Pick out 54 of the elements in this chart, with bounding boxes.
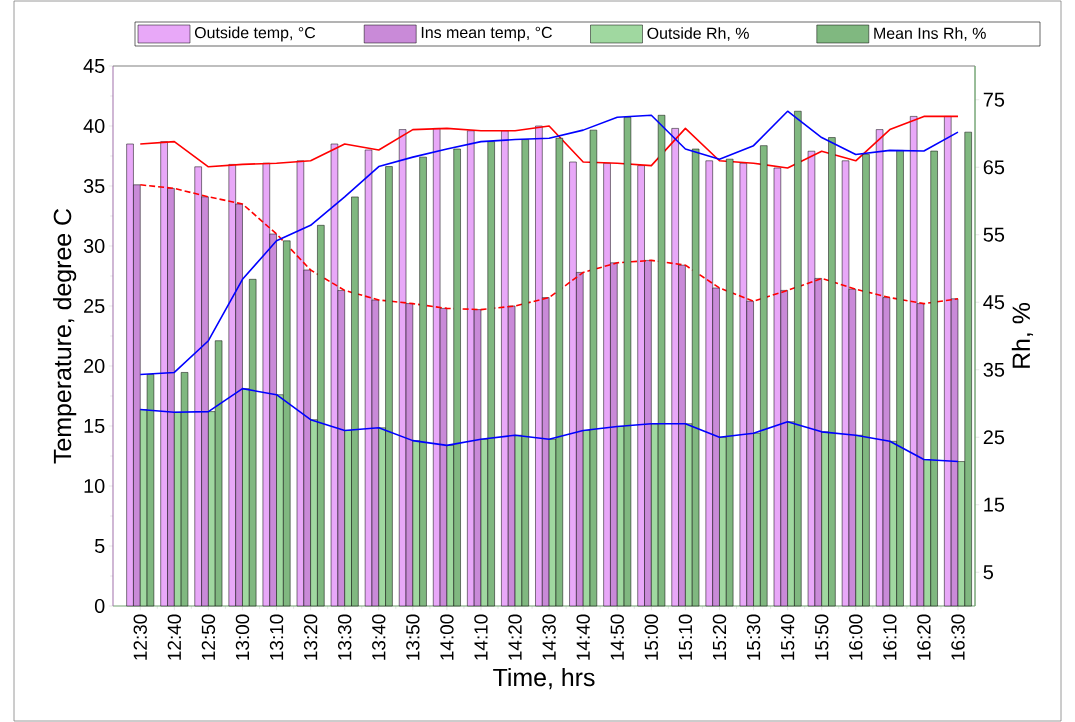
y-tick-label: 30 xyxy=(83,238,105,254)
y-tick-label: 25 xyxy=(84,298,105,314)
x-axis-title: Time, hrs xyxy=(493,667,595,690)
x-tick-label: 16:20 xyxy=(917,614,931,660)
legend-label: Outside temp, °C xyxy=(194,26,316,42)
x-tick-label: 12:40 xyxy=(167,614,182,660)
x-tick-label: 16:30 xyxy=(951,614,965,660)
y2-tick-label: 75 xyxy=(983,92,1005,107)
x-tick-label: 13:00 xyxy=(235,614,250,660)
y2-tick-label: 35 xyxy=(983,362,1005,377)
x-tick-label: 13:10 xyxy=(269,614,284,660)
x-tick-label: 15:20 xyxy=(712,614,727,660)
x-tick-label: 14:20 xyxy=(508,614,522,660)
legend-label: Outside Rh, % xyxy=(647,27,749,41)
y-tick-label: 35 xyxy=(83,178,105,194)
y-tick-label: 45 xyxy=(83,59,105,73)
x-tick-label: 15:00 xyxy=(644,614,659,660)
y-tick-label: 20 xyxy=(84,358,105,374)
x-tick-label: 14:30 xyxy=(542,614,556,660)
x-tick-label: 14:10 xyxy=(474,614,488,660)
x-tick-label: 13:20 xyxy=(303,614,318,660)
x-tick-label: 14:00 xyxy=(440,614,454,660)
line-series xyxy=(139,387,959,463)
x-tick-label: 13:50 xyxy=(406,614,420,660)
y2-tick-label: 15 xyxy=(984,497,1005,512)
y-axis-title: Temperature, degree C xyxy=(53,208,77,464)
y-tick-label: 0 xyxy=(94,598,105,614)
x-tick-label: 15:50 xyxy=(814,614,829,660)
x-tick-label: 12:30 xyxy=(133,614,147,660)
x-tick-label: 13:40 xyxy=(372,614,386,660)
y2-tick-label: 65 xyxy=(983,160,1005,175)
line-series xyxy=(139,110,959,376)
y-tick-label: 40 xyxy=(83,118,105,134)
x-tick-label: 15:10 xyxy=(678,614,693,660)
legend-label: Ins mean temp, °C xyxy=(421,26,552,42)
x-tick-label: 12:50 xyxy=(201,614,216,660)
x-tick-label: 16:10 xyxy=(883,614,897,660)
y-tick-label: 10 xyxy=(84,478,105,494)
y2-axis-title: Rh, % xyxy=(1011,302,1034,368)
y2-tick-label: 55 xyxy=(983,227,1005,242)
x-tick-label: 16:00 xyxy=(849,614,863,660)
x-tick-label: 14:40 xyxy=(576,614,590,660)
line-series xyxy=(139,115,959,169)
x-tick-label: 15:40 xyxy=(780,614,795,660)
y2-tick-label: 45 xyxy=(983,295,1005,310)
line-series xyxy=(139,184,959,311)
legend-label: Mean Ins Rh, % xyxy=(874,27,986,41)
y-tick-label: 15 xyxy=(84,419,105,433)
x-tick-label: 13:30 xyxy=(337,614,352,660)
x-tick-label: 15:30 xyxy=(746,614,761,660)
x-tick-label: 14:50 xyxy=(610,614,624,660)
y2-tick-label: 25 xyxy=(983,430,1005,445)
y2-tick-label: 5 xyxy=(983,565,994,580)
y-tick-label: 5 xyxy=(94,539,105,553)
